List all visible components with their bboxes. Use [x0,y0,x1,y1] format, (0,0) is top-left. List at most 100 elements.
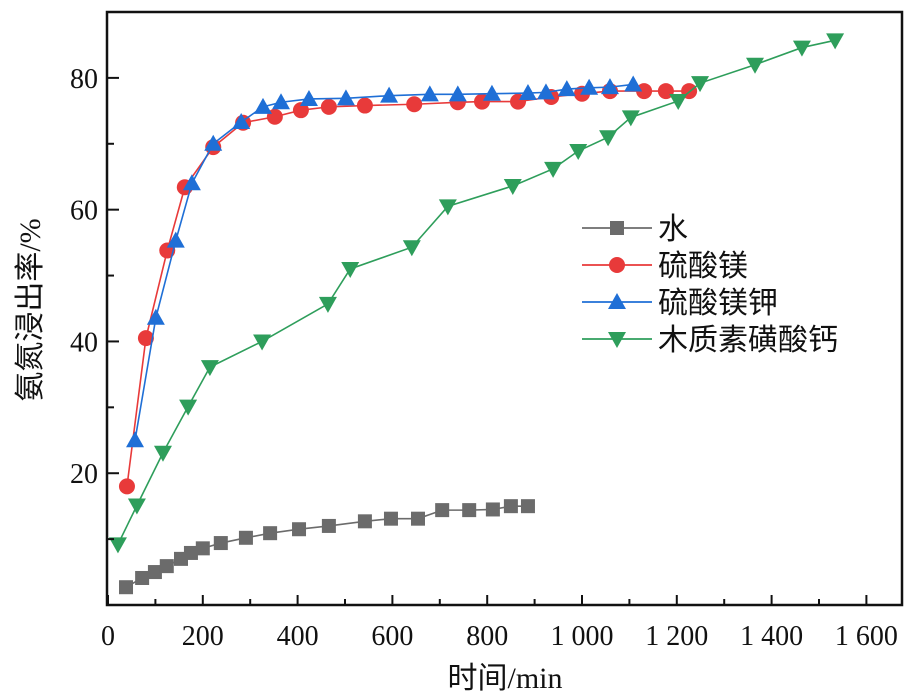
data-point [485,502,500,517]
x-tick-label: 1 400 [740,621,803,652]
legend-item: 木质素磺酸钙 [582,324,838,357]
legend-marker [608,332,626,348]
data-point [448,85,467,102]
data-point [406,96,423,113]
x-tick-label: 1 200 [645,621,708,652]
data-point [341,261,360,278]
data-point [179,399,198,416]
data-point [380,86,399,103]
data-point [153,445,172,462]
x-tick-label: 600 [371,621,413,652]
data-point [569,144,588,161]
x-tick-label: 200 [182,621,224,652]
data-point [166,231,185,248]
data-point [503,499,518,514]
legend-marker [610,221,624,235]
x-tick-label: 1 600 [835,621,898,652]
data-point [292,102,309,119]
data-point [183,545,198,560]
y-tick-label: 80 [70,64,98,95]
data-point [621,110,640,127]
data-point [232,113,251,130]
data-point [108,537,127,554]
data-point [826,33,845,50]
data-point [299,89,318,106]
data-point [272,93,291,110]
series-3 [108,33,845,554]
data-point [503,178,522,195]
legend-item: 水 [582,213,688,246]
y-axis-label: 氨氮浸出率/% [14,218,47,401]
data-point [126,431,145,448]
series-line [134,83,634,441]
data-point [119,580,134,595]
x-axis-label: 时间/min [447,662,562,695]
data-point [253,97,272,114]
series-2 [126,75,643,448]
y-tick-label: 40 [70,327,98,358]
plot-marks [108,33,845,595]
data-point [410,511,425,526]
plot-frame [105,10,904,607]
data-point [357,514,372,529]
data-point [159,559,174,574]
data-point [536,83,555,100]
data-point [200,360,219,377]
legend-label: 硫酸镁钾 [658,287,778,320]
data-point [356,97,373,114]
x-tick-label: 1 000 [551,621,614,652]
data-point [336,89,355,106]
data-point [518,84,537,101]
data-point [624,75,643,92]
legend-label: 硫酸镁 [658,250,748,283]
data-point [263,526,278,541]
data-point [435,503,450,518]
series-1 [118,83,698,495]
data-point [746,57,765,74]
data-point [669,93,688,110]
axis-ticks: 0 200 400 600 800 1 000 1 200 1 400 1 600 20 40 60 8… [70,64,898,652]
data-point [137,330,154,347]
data-point [792,40,811,57]
data-point [204,134,223,151]
data-point [482,84,501,101]
data-point [182,174,201,191]
legend-marker [608,293,626,309]
data-point [320,98,337,115]
data-point [383,511,398,526]
data-point [520,499,535,514]
legend-marker [609,257,625,273]
data-point [321,518,336,533]
x-tick-label: 800 [466,621,508,652]
data-point [691,76,710,93]
data-point [118,478,135,495]
data-point [127,498,146,515]
data-point [292,522,307,537]
legend-label: 水 [658,213,688,246]
data-point [213,536,228,551]
x-tick-label: 400 [277,621,319,652]
y-tick-label: 60 [70,196,98,227]
data-point [580,78,599,95]
data-point [318,296,337,313]
data-point [253,334,272,351]
legend-item: 硫酸镁 [582,250,748,283]
data-point [420,85,439,102]
data-point [599,130,618,147]
x-tick-label: 0 [101,621,115,652]
legend-label: 木质素磺酸钙 [658,324,838,357]
data-point [557,80,576,97]
data-point [462,503,477,518]
data-point [147,565,162,580]
data-point [544,161,563,178]
data-point [636,83,653,100]
series-0 [119,499,535,595]
data-point [438,199,457,216]
data-point [195,541,210,556]
y-tick-label: 20 [70,459,98,490]
data-point [402,240,421,257]
data-point [600,78,619,95]
legend-item: 硫酸镁钾 [582,287,778,320]
